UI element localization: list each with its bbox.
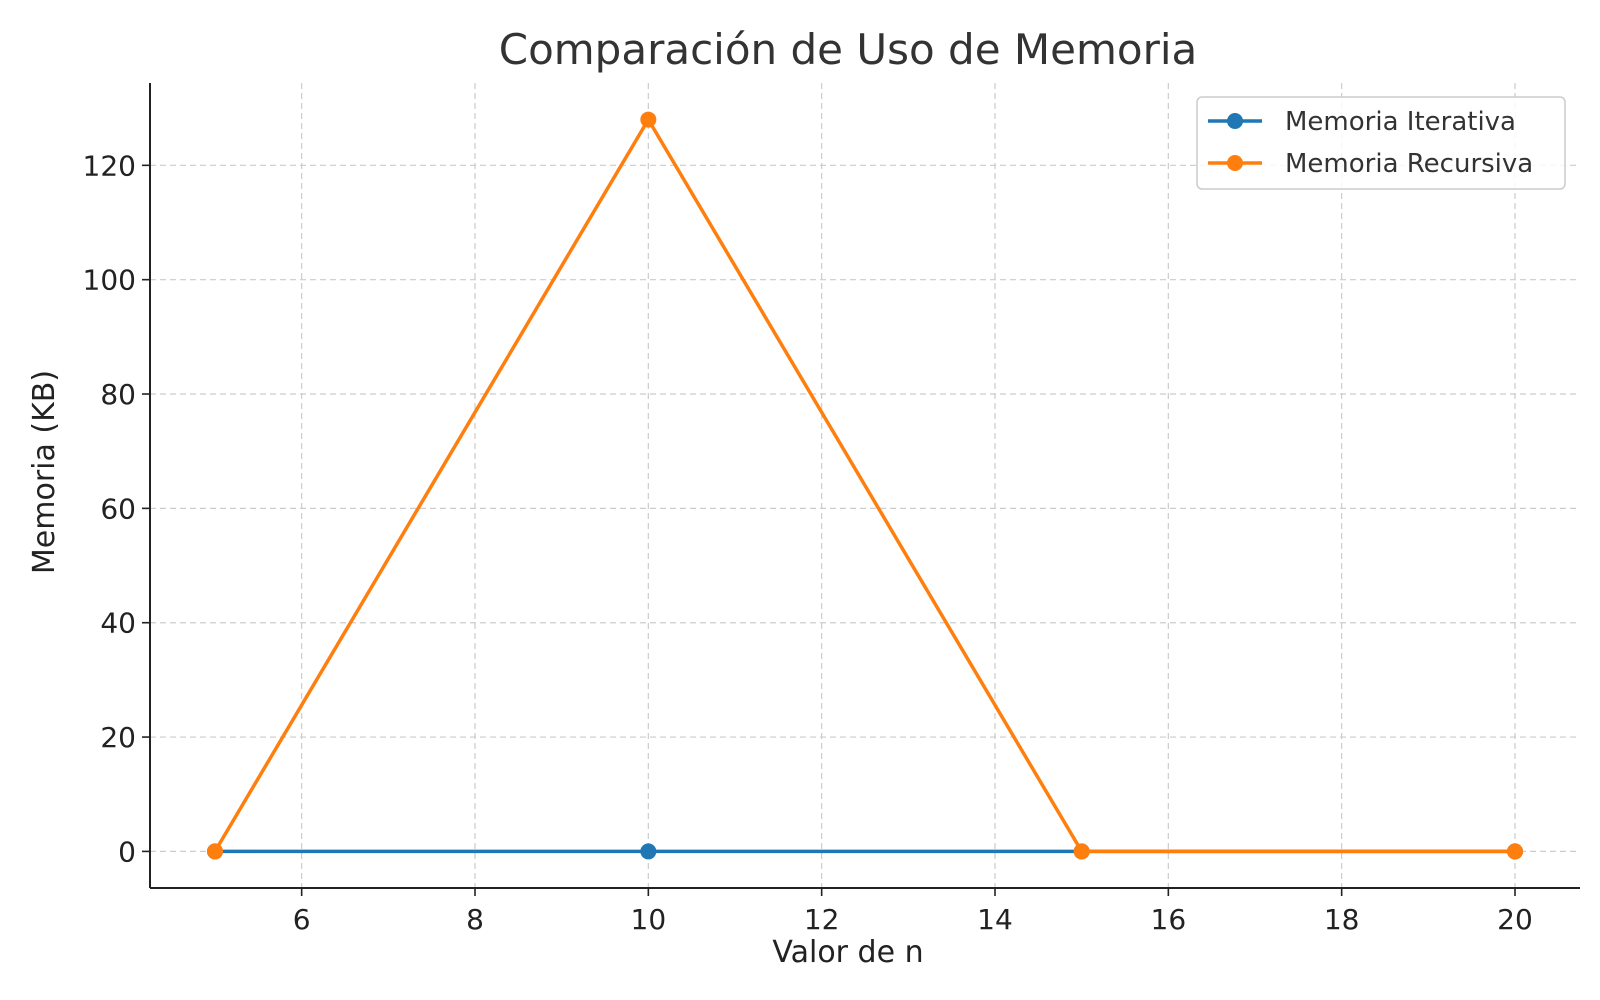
- data-point-memoria-recursiva: [1507, 843, 1523, 860]
- x-tick-label: 16: [1151, 903, 1187, 936]
- legend-label-iterativa: Memoria Iterativa: [1285, 107, 1516, 137]
- series-line-memoria-recursiva: [213, 117, 1517, 854]
- x-tick-label: 10: [631, 903, 667, 936]
- x-tick-label: 12: [804, 903, 840, 936]
- y-tick-label: 20: [100, 721, 136, 754]
- data-point-memoria-recursiva: [640, 111, 657, 128]
- y-tick-label: 120: [83, 149, 136, 182]
- x-tick-label: 18: [1324, 903, 1360, 936]
- legend: Memoria Iterativa Memoria Recursiva: [1196, 96, 1566, 190]
- series-memoria-recursiva: [207, 111, 1523, 860]
- ticks: 6 8 10 12 14 16 18 20 0 20 40 60 80 100 120: [83, 149, 1533, 936]
- y-tick-label: 0: [118, 835, 136, 868]
- data-point-memoria-recursiva: [207, 843, 223, 860]
- y-tick-label: 40: [100, 607, 136, 640]
- x-tick-label: 20: [1497, 903, 1533, 936]
- legend-marker-recursiva: [1227, 155, 1243, 171]
- data-point-memoria-recursiva: [1073, 843, 1090, 860]
- legend-marker-iterativa: [1227, 113, 1243, 129]
- y-tick-label: 100: [83, 264, 136, 297]
- x-tick-label: 6: [293, 903, 311, 936]
- legend-box: [1196, 96, 1566, 190]
- x-tick-label: 14: [977, 903, 1013, 936]
- legend-item-iterativa: Memoria Iterativa: [1208, 107, 1516, 137]
- x-tick-label: 8: [466, 903, 484, 936]
- chart-title: Comparación de Uso de Memoria: [499, 25, 1198, 74]
- legend-label-recursiva: Memoria Recursiva: [1285, 149, 1533, 179]
- x-axis-label: Valor de n: [772, 935, 923, 970]
- legend-item-recursiva: Memoria Recursiva: [1208, 149, 1533, 179]
- y-tick-label: 60: [100, 492, 136, 525]
- y-axis-label: Memoria (KB): [27, 370, 62, 574]
- y-tick-label: 80: [100, 378, 136, 411]
- series: [207, 111, 1523, 860]
- data-point-memoria-iterativa: [640, 843, 657, 860]
